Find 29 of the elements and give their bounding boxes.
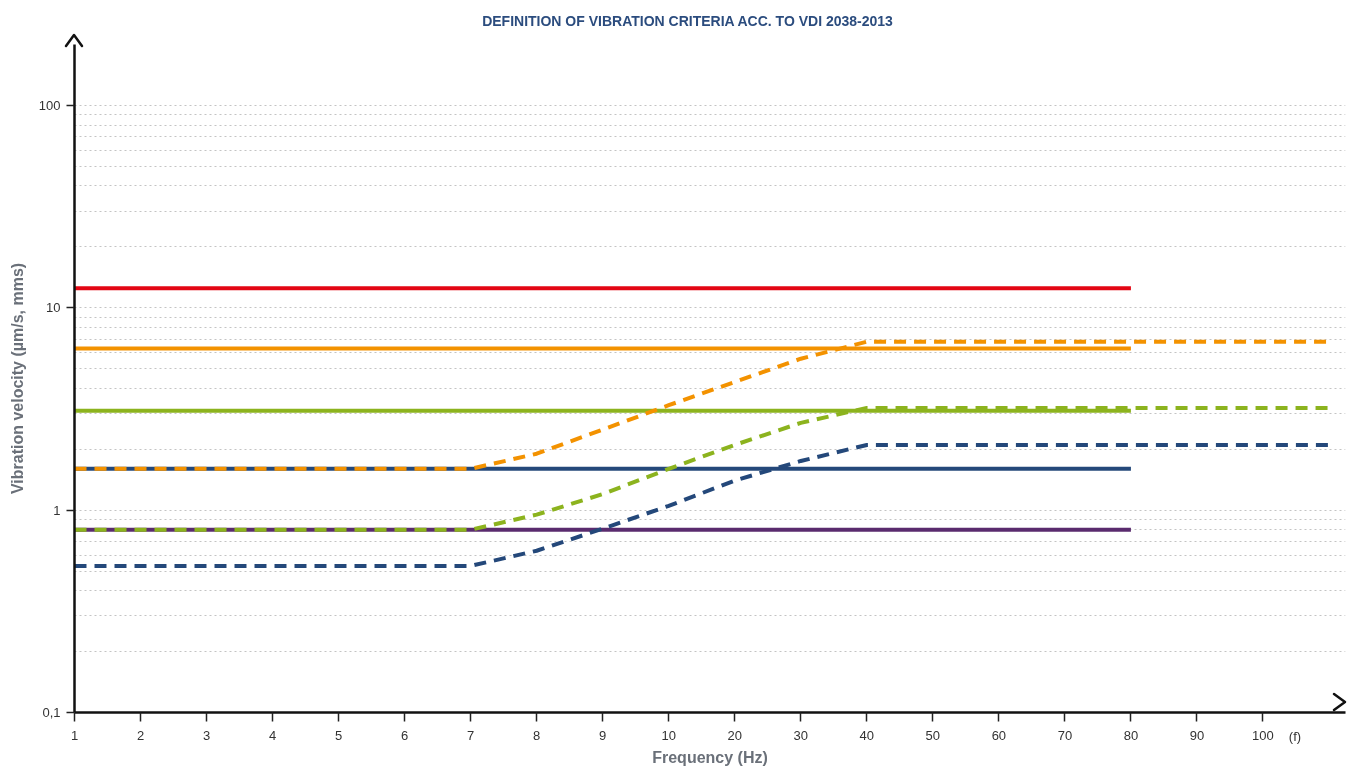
x-tick-label: 10 (661, 727, 676, 743)
x-tick-label: 3 (202, 727, 211, 743)
x-tick-label: 4 (268, 727, 277, 743)
x-tick-label: 6 (401, 727, 409, 743)
x-tick-label: 50 (925, 727, 941, 743)
line-series (74, 405, 1331, 532)
y-tick-label: 100 (38, 97, 61, 113)
x-tick-label: 20 (727, 727, 742, 743)
y-tick-label: 10 (46, 300, 61, 316)
x-tick-label: 7 (467, 727, 475, 743)
x-tick-label: 40 (859, 727, 875, 743)
x-tick-label: 2 (136, 727, 145, 743)
x-tick-label: 9 (599, 727, 607, 743)
x-tick-label: 30 (793, 727, 809, 743)
chart-title: DEFINITION OF VIBRATION CRITERIA ACC. TO VDI 2038-2013 (482, 12, 893, 31)
x-tick-label: 8 (533, 727, 541, 743)
line-series (74, 442, 1331, 568)
y-tick-label: 0,1 (42, 705, 61, 720)
x-tick-label: 80 (1123, 727, 1139, 743)
x-tick-label: 90 (1189, 727, 1205, 743)
x-tick-label: 70 (1057, 727, 1073, 743)
y-tick-label: 1 (53, 502, 61, 518)
text: (f) (1288, 729, 1302, 745)
y-axis-title: Vibration velocity (µm/s, mms) (8, 262, 26, 495)
x-tick-label: 5 (334, 727, 343, 743)
x-tick-label: 100 (1252, 727, 1274, 743)
x-tick-label: 1 (70, 727, 79, 743)
x-axis-title: Frequency (Hz) (652, 748, 768, 766)
x-tick-label: 60 (991, 727, 1007, 743)
